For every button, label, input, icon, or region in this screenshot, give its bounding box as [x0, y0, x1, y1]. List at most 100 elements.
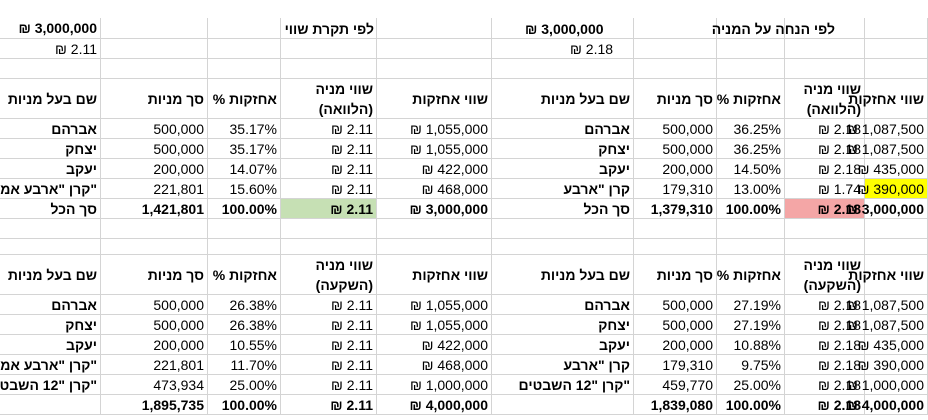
shares-cell[interactable]: 200,000: [634, 159, 717, 179]
holder-name-cell[interactable]: יצחק: [0, 139, 101, 159]
header-holdings-value-right[interactable]: שווי אחזקות: [848, 79, 928, 119]
shares-cell[interactable]: 500,000: [101, 295, 208, 315]
cell[interactable]: [717, 239, 785, 255]
cell[interactable]: [0, 59, 101, 79]
shares-cell[interactable]: 200,000: [101, 159, 208, 179]
header-holder-right[interactable]: שם בעל מניות: [492, 79, 634, 119]
holdings-value-cell[interactable]: ₪ 1,055,000: [377, 315, 492, 335]
cell[interactable]: [717, 219, 785, 239]
shares-cell[interactable]: 500,000: [101, 119, 208, 139]
cell[interactable]: [208, 39, 281, 59]
share-value-cell[interactable]: ₪ 2.11: [281, 199, 377, 219]
cell[interactable]: [101, 59, 208, 79]
holder-name-cell[interactable]: קרן "12 השבטים": [492, 375, 634, 395]
cell[interactable]: [281, 39, 377, 59]
header-share-value-right[interactable]: שווי מניה (הלוואה): [785, 79, 865, 119]
pct-cell[interactable]: 15.60%: [208, 179, 281, 199]
holder-name-cell[interactable]: יעקב: [0, 159, 101, 179]
share-value-cell[interactable]: ₪ 2.11: [281, 355, 377, 375]
holder-name-cell[interactable]: סך הכל: [0, 199, 101, 219]
shares-cell[interactable]: 500,000: [634, 315, 717, 335]
cell[interactable]: [865, 239, 928, 255]
cell[interactable]: [634, 239, 717, 255]
cell[interactable]: [785, 18, 865, 39]
holdings-value-cell[interactable]: ₪ 4,000,000: [845, 395, 928, 415]
holdings-value-cell[interactable]: ₪ 1,000,000: [377, 375, 492, 395]
holder-name-cell[interactable]: אברהם: [0, 119, 101, 139]
cell[interactable]: [492, 59, 634, 79]
pct-cell[interactable]: 14.50%: [717, 159, 785, 179]
cell[interactable]: [717, 39, 785, 59]
holdings-value-cell[interactable]: ₪ 1,087,500: [846, 295, 928, 315]
shares-cell[interactable]: 200,000: [101, 335, 208, 355]
share-value-cell[interactable]: ₪ 2.18: [785, 119, 865, 139]
holder-name-cell[interactable]: יצחק: [492, 139, 634, 159]
pct-cell[interactable]: 10.55%: [208, 335, 281, 355]
cell[interactable]: [208, 59, 281, 79]
header-pct-left[interactable]: % אחזקות: [208, 255, 281, 295]
share-value-cell[interactable]: ₪ 2.18: [785, 295, 865, 315]
shares-cell[interactable]: 500,000: [101, 139, 208, 159]
cell[interactable]: [492, 39, 634, 59]
pct-cell[interactable]: 100.00%: [208, 199, 281, 219]
holder-name-cell[interactable]: קרן "ארבע: [492, 179, 634, 199]
cell[interactable]: [717, 18, 785, 39]
pct-cell[interactable]: 9.75%: [717, 355, 785, 375]
pct-cell[interactable]: 25.00%: [208, 375, 281, 395]
share-value-cell[interactable]: ₪ 2.18: [785, 315, 865, 335]
cell[interactable]: [101, 219, 208, 239]
cell[interactable]: [377, 18, 492, 39]
header-shares-left[interactable]: סך מניות: [101, 255, 208, 295]
header-pct-right[interactable]: % אחזקות: [717, 255, 785, 295]
shares-cell[interactable]: 179,310: [634, 179, 717, 199]
pct-cell[interactable]: 13.00%: [717, 179, 785, 199]
pct-cell[interactable]: 27.19%: [717, 315, 785, 335]
cell[interactable]: [101, 18, 208, 39]
holdings-value-cell[interactable]: ₪ 4,000,000: [377, 395, 492, 415]
holdings-value-cell[interactable]: ₪ 435,000: [858, 335, 928, 355]
cell[interactable]: [785, 219, 865, 239]
share-value-cell[interactable]: ₪ 2.11: [281, 375, 377, 395]
header-pct-right[interactable]: % אחזקות: [717, 79, 785, 119]
holdings-value-cell[interactable]: ₪ 390,000: [858, 355, 928, 375]
cell[interactable]: [208, 219, 281, 239]
share-value-cell[interactable]: ₪ 2.18: [785, 335, 865, 355]
holder-name-cell[interactable]: יצחק: [492, 315, 634, 335]
share-value-cell[interactable]: ₪ 2.11: [281, 139, 377, 159]
share-value-cell[interactable]: ₪ 2.18: [785, 199, 865, 219]
share-value-cell[interactable]: ₪ 2.11: [281, 335, 377, 355]
header-pct-left[interactable]: % אחזקות: [208, 79, 281, 119]
holdings-value-cell[interactable]: ₪ 1,087,500: [846, 139, 928, 159]
share-value-cell[interactable]: ₪ 2.11: [281, 119, 377, 139]
share-value-cell[interactable]: ₪ 1.74: [785, 179, 865, 199]
holdings-value-cell[interactable]: ₪ 1,000,000: [846, 375, 928, 395]
cell[interactable]: [377, 59, 492, 79]
header-share-value-left[interactable]: שווי מניה (השקעה): [281, 255, 377, 295]
holdings-value-cell[interactable]: ₪ 1,087,500: [846, 315, 928, 335]
cell[interactable]: [101, 239, 208, 255]
cell[interactable]: [377, 239, 492, 255]
cell[interactable]: [101, 39, 208, 59]
holdings-value-cell[interactable]: ₪ 1,055,000: [377, 139, 492, 159]
left-price-cell[interactable]: ₪ 2.11: [0, 39, 101, 59]
header-shares-right[interactable]: סך מניות: [634, 255, 717, 295]
cell[interactable]: [865, 219, 928, 239]
header-holdings-value-left[interactable]: שווי אחזקות: [377, 255, 492, 295]
shares-cell[interactable]: 1,421,801: [101, 199, 208, 219]
shares-cell[interactable]: 500,000: [634, 119, 717, 139]
shares-cell[interactable]: 459,770: [634, 375, 717, 395]
holdings-value-cell[interactable]: ₪ 422,000: [377, 159, 492, 179]
holdings-value-cell[interactable]: ₪ 468,000: [377, 179, 492, 199]
pct-cell[interactable]: 11.70%: [208, 355, 281, 375]
pct-cell[interactable]: 100.00%: [717, 395, 785, 415]
header-holder-right[interactable]: שם בעל מניות: [492, 255, 634, 295]
pct-cell[interactable]: 35.17%: [208, 119, 281, 139]
cell[interactable]: [377, 219, 492, 239]
share-value-cell[interactable]: ₪ 2.18: [785, 159, 865, 179]
cell[interactable]: [634, 18, 717, 39]
holder-name-cell[interactable]: יצחק: [0, 315, 101, 335]
shares-cell[interactable]: 179,310: [634, 355, 717, 375]
cell[interactable]: [634, 39, 717, 59]
header-share-value-right[interactable]: שווי מניה (השקעה): [785, 255, 865, 295]
shares-cell[interactable]: 1,839,080: [634, 395, 717, 415]
